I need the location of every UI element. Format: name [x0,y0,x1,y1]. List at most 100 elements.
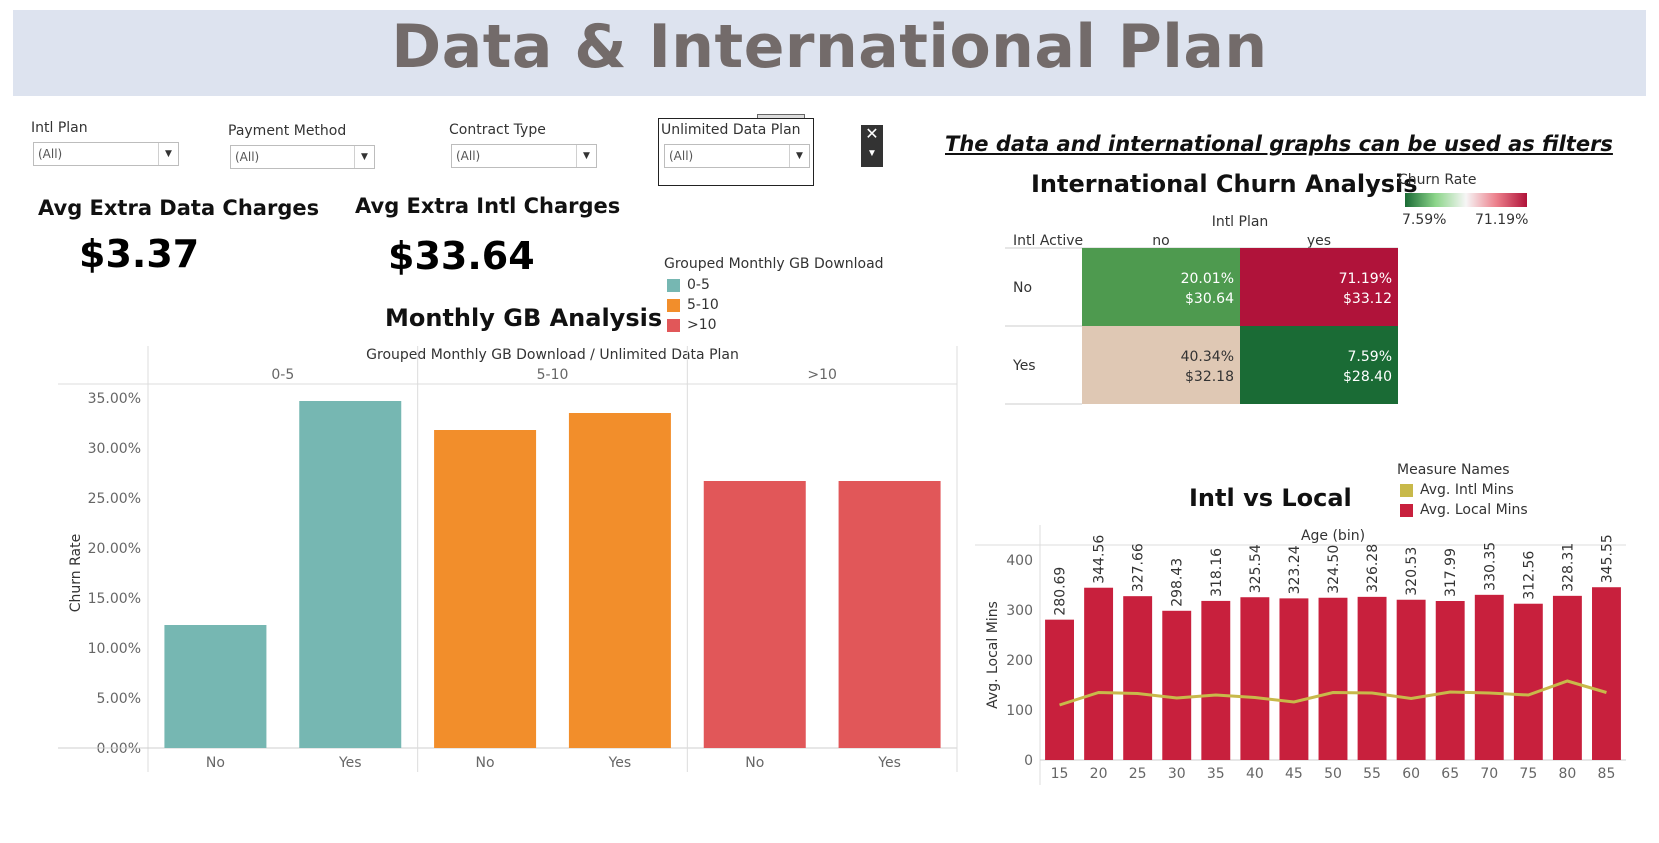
data-label: 327.66 [1131,543,1147,592]
bar [1045,619,1074,760]
chevron-down-icon[interactable]: ▼ [354,146,374,168]
x-tick-label: Yes [877,755,901,771]
y-tick-label: 20.00% [88,541,141,557]
chevron-down-icon[interactable]: ▼ [158,143,178,165]
bar [1279,598,1309,760]
chevron-down-icon[interactable]: ▼ [576,145,596,167]
unlimited-data-plan-dropdown[interactable]: (All) ▼ [664,144,810,168]
kpi-extra-intl-title: Avg Extra Intl Charges [355,194,621,218]
cell-rate: 71.19% [1339,271,1392,287]
heat-cell [1082,326,1240,404]
cell-charge: $33.12 [1343,291,1392,307]
legend-swatch [667,298,680,312]
contract-type-dropdown[interactable]: (All) ▼ [451,144,597,168]
kpi-extra-data-title: Avg Extra Data Charges [38,196,320,220]
x-tick-label: 25 [1129,766,1147,782]
x-tick-label: 85 [1598,766,1616,782]
x-tick-label: 55 [1363,766,1381,782]
y-tick-label: 400 [1006,553,1033,569]
x-tick-label: 35 [1207,766,1225,782]
payment-method-dropdown[interactable]: (All) ▼ [230,145,375,169]
y-tick-label: 25.00% [88,491,141,507]
bar [1240,597,1270,760]
intl-vs-local-title: Intl vs Local [1189,484,1352,512]
bar [434,430,537,748]
y-tick-label: 35.00% [88,391,141,407]
y-tick-label: 300 [1006,603,1033,619]
bar [1396,599,1426,760]
close-icon[interactable]: ✕ [865,126,879,143]
bar [838,481,941,748]
cell-rate: 40.34% [1181,349,1234,365]
x-tick-label: 50 [1324,766,1342,782]
x-tick-label: 45 [1285,766,1303,782]
y-tick-label: 5.00% [97,691,141,707]
heat-cell [1240,326,1398,404]
cell-rate: 7.59% [1348,349,1392,365]
payment-method-value: (All) [235,150,260,164]
data-label: 330.35 [1482,542,1498,591]
y-axis-label: Churn Rate [68,534,84,612]
gb-legend-item[interactable]: >10 [667,317,717,333]
heat-cell [1240,248,1398,326]
legend-swatch [667,318,680,332]
x-tick-label: No [476,755,495,771]
row-label: Yes [1012,358,1036,374]
bar [1435,601,1465,760]
legend-swatch [1400,503,1413,517]
y-tick-label: 200 [1006,653,1033,669]
cell-rate: 20.01% [1181,271,1234,287]
cell-charge: $32.18 [1185,369,1234,385]
intl-plan-dropdown[interactable]: (All) ▼ [33,142,179,166]
intl-churn-title: International Churn Analysis [1031,170,1418,198]
bar [568,413,671,748]
bar [1474,594,1504,760]
y-tick-label: 15.00% [88,591,141,607]
data-label: 298.43 [1170,558,1186,607]
column-label: yes [1307,233,1331,249]
y-tick-label: 100 [1006,703,1033,719]
unlimited-data-plan-value: (All) [669,149,694,163]
data-label: 325.54 [1248,544,1264,593]
monthly-gb-chart[interactable]: Grouped Monthly GB Download / Unlimited … [0,340,970,780]
filter-label-unlimited-data-plan: Unlimited Data Plan [661,122,801,138]
measure-legend-item[interactable]: Avg. Intl Mins [1400,482,1514,498]
legend-label: 5-10 [687,297,719,313]
gb-legend-item[interactable]: 5-10 [667,297,719,313]
x-tick-label: 75 [1519,766,1537,782]
data-label: 317.99 [1443,548,1459,597]
data-label: 280.69 [1053,567,1069,616]
y-tick-label: 0.00% [97,741,141,757]
legend-label: >10 [687,317,717,333]
legend-label: Avg. Intl Mins [1420,482,1514,498]
y-tick-label: 10.00% [88,641,141,657]
chart-header: Grouped Monthly GB Download / Unlimited … [366,347,739,363]
bar [1513,603,1543,760]
measure-legend-item[interactable]: Avg. Local Mins [1400,502,1528,518]
gb-legend-item[interactable]: 0-5 [667,277,710,293]
y-tick-label: 0 [1024,753,1033,769]
column-label: no [1152,233,1169,249]
chart-header: Age (bin) [1301,528,1365,544]
page-title: Data & International Plan [391,12,1268,82]
chevron-down-icon[interactable]: ▼ [789,145,809,167]
x-tick-label: Yes [608,755,632,771]
row-label: No [1013,280,1032,296]
data-label: 344.56 [1092,535,1108,584]
data-label: 312.56 [1521,551,1537,600]
y-tick-label: 30.00% [88,441,141,457]
x-tick-label: Yes [338,755,362,771]
x-tick-label: 80 [1558,766,1576,782]
intl-vs-local-chart[interactable]: Age (bin) 0 100 200 300 400 Avg. Local Mins 280… [960,520,1650,790]
menu-arrow-icon[interactable]: ▼ [867,148,877,159]
intl-plan-value: (All) [38,147,63,161]
group-label: >10 [807,367,837,383]
churn-legend-max: 71.19% [1475,212,1529,228]
legend-label: Avg. Local Mins [1420,502,1528,518]
heat-cell [1082,248,1240,326]
bar [1201,600,1231,760]
y-axis-label: Avg. Local Mins [985,601,1001,709]
bar [1552,595,1582,760]
intl-churn-heatmap[interactable]: Intl Plan Intl Active no yes No 20.01% $30.64 7… [1000,205,1420,415]
x-tick-label: 70 [1480,766,1498,782]
